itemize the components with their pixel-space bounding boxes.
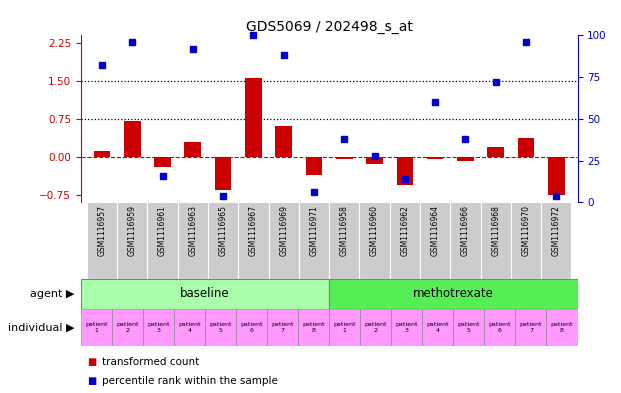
Bar bbox=[298, 309, 329, 346]
Text: patient
5: patient 5 bbox=[458, 322, 480, 332]
Text: patient
1: patient 1 bbox=[333, 322, 356, 332]
Bar bbox=[390, 202, 420, 279]
Bar bbox=[268, 202, 299, 279]
Bar bbox=[366, 157, 383, 164]
Bar bbox=[147, 202, 178, 279]
Bar bbox=[178, 202, 208, 279]
Text: transformed count: transformed count bbox=[102, 357, 200, 367]
Bar bbox=[267, 309, 298, 346]
Bar bbox=[484, 309, 515, 346]
Text: ■: ■ bbox=[87, 357, 96, 367]
Text: percentile rank within the sample: percentile rank within the sample bbox=[102, 376, 278, 386]
Text: GSM1116972: GSM1116972 bbox=[552, 205, 561, 255]
Text: patient
5: patient 5 bbox=[209, 322, 232, 332]
Text: methotrexate: methotrexate bbox=[413, 287, 494, 300]
Bar bbox=[81, 279, 329, 309]
Bar bbox=[518, 138, 534, 157]
Bar bbox=[336, 157, 353, 160]
Text: GSM1116962: GSM1116962 bbox=[401, 205, 409, 255]
Text: GSM1116961: GSM1116961 bbox=[158, 205, 167, 255]
Text: patient
2: patient 2 bbox=[365, 322, 387, 332]
Text: GSM1116960: GSM1116960 bbox=[370, 205, 379, 256]
Bar bbox=[184, 141, 201, 157]
Text: patient
1: patient 1 bbox=[85, 322, 107, 332]
Bar bbox=[205, 309, 236, 346]
Bar bbox=[143, 309, 174, 346]
Bar bbox=[427, 157, 443, 160]
Bar bbox=[117, 202, 147, 279]
Text: GSM1116958: GSM1116958 bbox=[340, 205, 349, 255]
Bar bbox=[453, 309, 484, 346]
Bar bbox=[541, 202, 571, 279]
Bar bbox=[329, 202, 360, 279]
Text: GSM1116966: GSM1116966 bbox=[461, 205, 470, 256]
Title: GDS5069 / 202498_s_at: GDS5069 / 202498_s_at bbox=[246, 20, 412, 34]
Bar bbox=[81, 309, 112, 346]
Text: GSM1116959: GSM1116959 bbox=[128, 205, 137, 256]
Bar bbox=[546, 309, 578, 346]
Bar bbox=[236, 309, 267, 346]
Bar bbox=[238, 202, 268, 279]
Text: patient
4: patient 4 bbox=[427, 322, 449, 332]
Bar bbox=[511, 202, 541, 279]
Text: baseline: baseline bbox=[180, 287, 230, 300]
Bar bbox=[174, 309, 205, 346]
Text: patient
6: patient 6 bbox=[240, 322, 263, 332]
Text: GSM1116969: GSM1116969 bbox=[279, 205, 288, 256]
Bar bbox=[397, 157, 413, 185]
Bar bbox=[245, 78, 261, 157]
Bar bbox=[515, 309, 546, 346]
Text: GSM1116957: GSM1116957 bbox=[97, 205, 106, 256]
Text: patient
3: patient 3 bbox=[147, 322, 170, 332]
Text: agent ▶: agent ▶ bbox=[30, 289, 75, 299]
Bar bbox=[275, 127, 292, 157]
Text: GSM1116964: GSM1116964 bbox=[430, 205, 440, 256]
Bar bbox=[391, 309, 422, 346]
Bar bbox=[208, 202, 238, 279]
Bar bbox=[94, 151, 111, 157]
Text: patient
3: patient 3 bbox=[396, 322, 418, 332]
Text: GSM1116970: GSM1116970 bbox=[522, 205, 530, 256]
Bar bbox=[360, 202, 390, 279]
Text: patient
2: patient 2 bbox=[116, 322, 138, 332]
Text: patient
4: patient 4 bbox=[178, 322, 201, 332]
Bar bbox=[329, 309, 360, 346]
Bar bbox=[215, 157, 232, 190]
Text: GSM1116967: GSM1116967 bbox=[249, 205, 258, 256]
Bar bbox=[112, 309, 143, 346]
Bar bbox=[457, 157, 474, 161]
Bar bbox=[306, 157, 322, 174]
Bar bbox=[420, 202, 450, 279]
Text: patient
8: patient 8 bbox=[551, 322, 573, 332]
Bar bbox=[299, 202, 329, 279]
Bar bbox=[487, 147, 504, 157]
Text: patient
7: patient 7 bbox=[520, 322, 542, 332]
Text: patient
7: patient 7 bbox=[271, 322, 294, 332]
Bar bbox=[329, 279, 578, 309]
Text: GSM1116971: GSM1116971 bbox=[309, 205, 319, 255]
Bar bbox=[481, 202, 511, 279]
Bar bbox=[87, 202, 117, 279]
Bar bbox=[548, 157, 564, 195]
Text: GSM1116965: GSM1116965 bbox=[219, 205, 228, 256]
Bar bbox=[360, 309, 391, 346]
Bar bbox=[450, 202, 481, 279]
Bar bbox=[154, 157, 171, 167]
Text: individual ▶: individual ▶ bbox=[8, 322, 75, 332]
Text: patient
8: patient 8 bbox=[302, 322, 325, 332]
Bar bbox=[422, 309, 453, 346]
Text: patient
6: patient 6 bbox=[489, 322, 511, 332]
Bar bbox=[124, 121, 140, 157]
Text: GSM1116968: GSM1116968 bbox=[491, 205, 501, 255]
Text: ■: ■ bbox=[87, 376, 96, 386]
Text: GSM1116963: GSM1116963 bbox=[188, 205, 197, 256]
